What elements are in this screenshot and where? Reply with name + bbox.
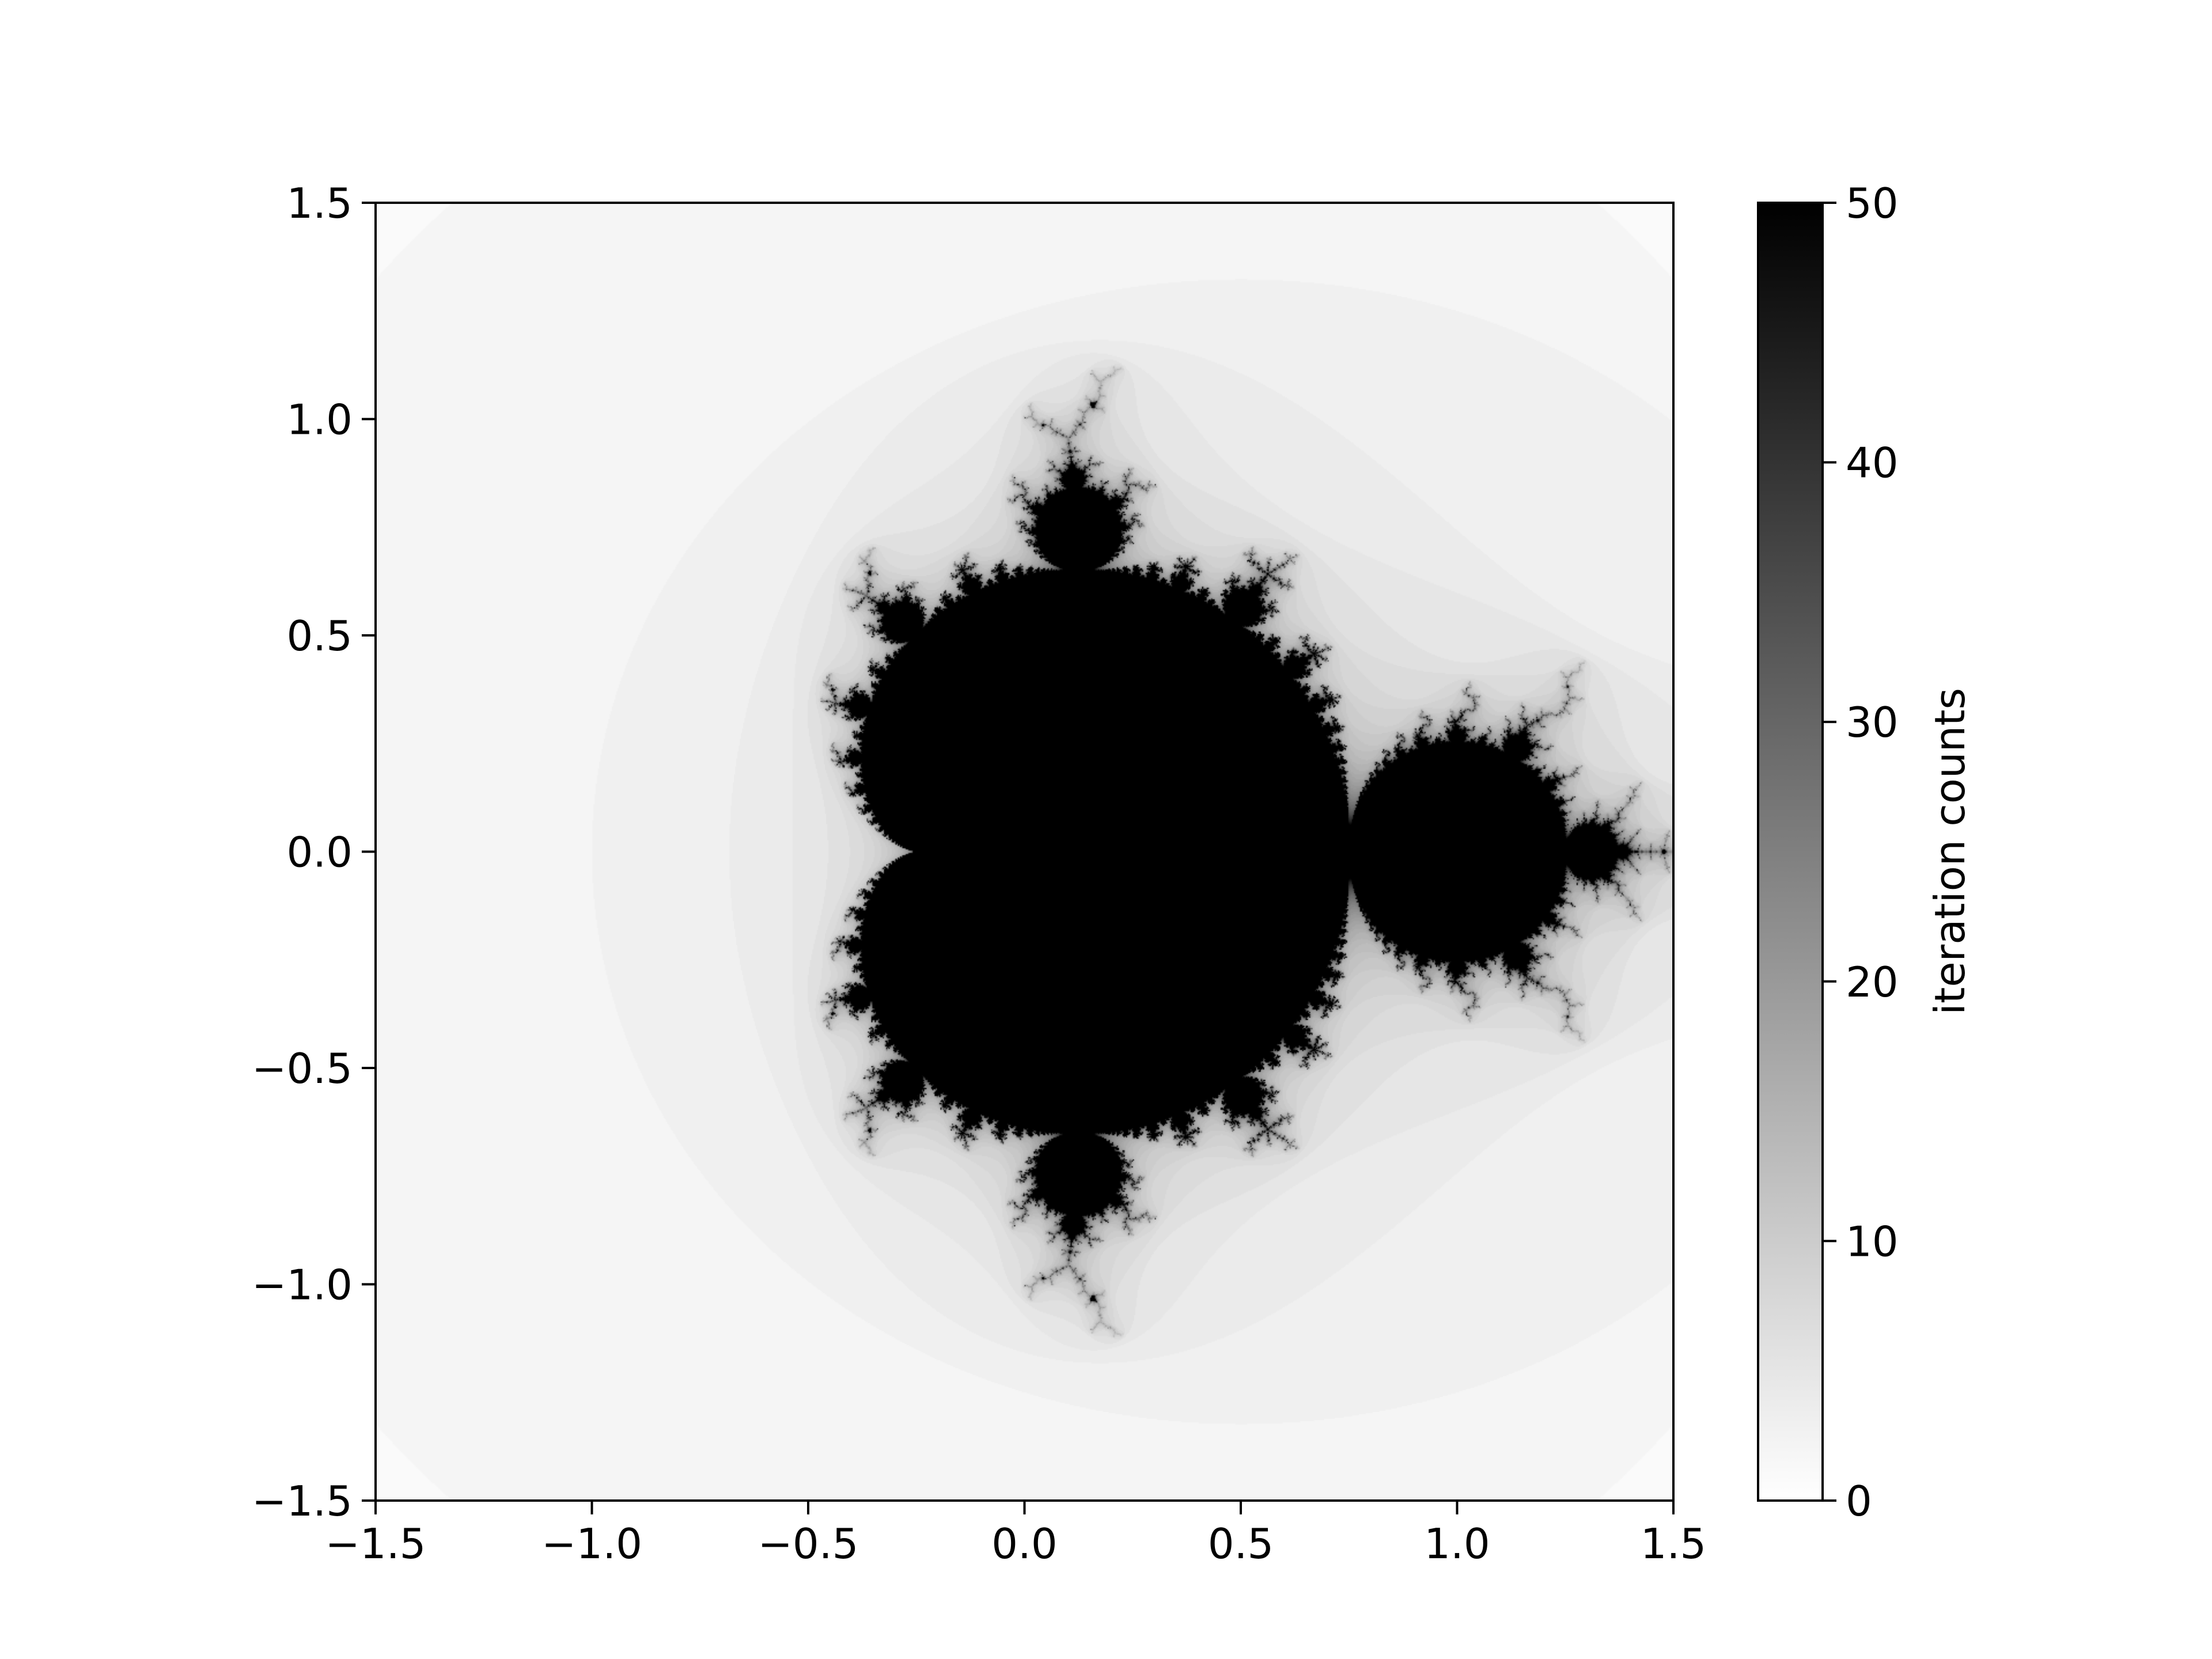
x-tick-label: 1.0 bbox=[1424, 1520, 1490, 1568]
plot-area-frame bbox=[374, 202, 1675, 1502]
y-tick-label: −1.0 bbox=[252, 1261, 353, 1309]
mandelbrot-heatmap bbox=[376, 203, 1673, 1501]
x-tick-label: −1.0 bbox=[541, 1520, 642, 1568]
colorbar-label: iteration counts bbox=[1926, 688, 1974, 1015]
x-axis: −1.5 −1.0 −0.5 0.0 0.5 1.0 1.5 bbox=[325, 1501, 1707, 1568]
x-tick-label: −0.5 bbox=[758, 1520, 859, 1568]
colorbar-tick-label: 10 bbox=[1846, 1217, 1899, 1266]
colorbar bbox=[1757, 202, 1824, 1502]
y-tick-label: 0.5 bbox=[286, 612, 353, 660]
y-tick-label: 1.5 bbox=[286, 179, 353, 228]
x-tick-label: 0.0 bbox=[991, 1520, 1058, 1568]
y-tick-label: −0.5 bbox=[252, 1044, 353, 1093]
x-tick-label: −1.5 bbox=[325, 1520, 426, 1568]
y-tick-label: 1.0 bbox=[286, 396, 353, 444]
x-tick-label: 0.5 bbox=[1208, 1520, 1274, 1568]
colorbar-tick-label: 30 bbox=[1846, 698, 1899, 747]
colorbar-tick-label: 40 bbox=[1846, 439, 1899, 487]
colorbar-tick-label: 50 bbox=[1846, 179, 1899, 228]
y-tick-label: 0.0 bbox=[286, 828, 353, 877]
colorbar-tick-label: 0 bbox=[1846, 1477, 1872, 1525]
colorbar-tick-label: 20 bbox=[1846, 958, 1899, 1006]
x-tick-label: 1.5 bbox=[1641, 1520, 1707, 1568]
colorbar-axis: 0 10 20 30 40 50 bbox=[1823, 179, 1899, 1525]
y-axis: −1.5 −1.0 −0.5 0.0 0.5 1.0 1.5 bbox=[252, 179, 376, 1525]
y-tick-label: −1.5 bbox=[252, 1477, 353, 1525]
